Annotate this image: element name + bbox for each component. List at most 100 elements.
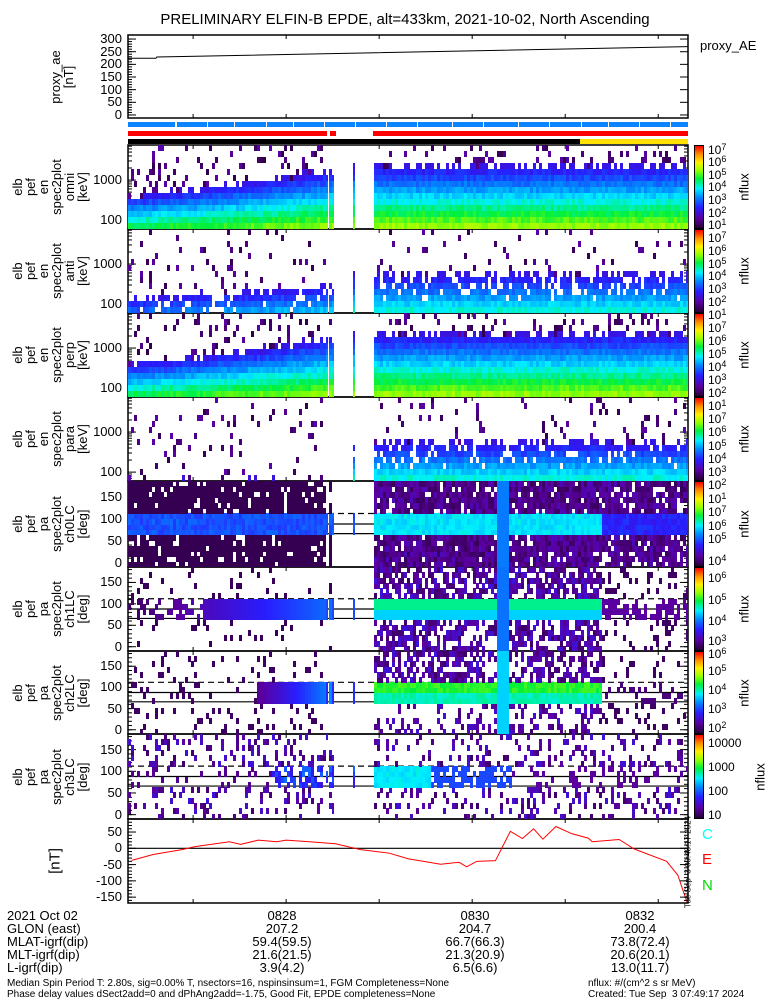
colorbar-tick-label: 101: [708, 306, 727, 321]
status-bar-blue-segment: [582, 122, 608, 127]
colorbar-tick-label: 106: [708, 517, 727, 533]
colorbar-tick-base: 10: [708, 192, 722, 207]
colorbar-tick-exponent: 5: [721, 345, 727, 356]
proxy-ae-tick-label: 200: [100, 56, 122, 72]
colorbar-tick-base: 10: [708, 282, 722, 297]
pa-tick-label: 0: [114, 638, 122, 654]
energy-tick-label: 1000: [93, 256, 122, 272]
footer-cell: 0830: [460, 908, 490, 923]
colorbar-tick-label: 103: [708, 192, 726, 207]
colorbar-tick-base: 10: [708, 333, 722, 348]
pa-tick-label: 150: [100, 658, 122, 674]
colorbar-tick-base: 10: [708, 385, 722, 400]
colorbar-anti: [694, 229, 704, 313]
colorbar-tick-base: 10000: [708, 736, 742, 751]
colorbar-tick-exponent: 1: [721, 217, 727, 228]
colorbar-tick-base: 1000: [708, 760, 735, 775]
colorbar-tick-exponent: 3: [721, 464, 727, 475]
proxy-ae-tick-label: 50: [107, 94, 122, 110]
colorbar-tick-base: 10: [708, 425, 722, 440]
colorbar-label: nflux: [736, 678, 752, 707]
colorbar-tick-base: 100: [708, 783, 729, 798]
proxy-ae-axes: [127, 34, 689, 119]
colorbar-tick-label: 103: [708, 464, 727, 479]
footer-cell: 2021 Oct 02: [7, 908, 78, 923]
status-bar-blue-segment: [609, 122, 639, 127]
colorbar-tick-exponent: 1: [721, 306, 727, 317]
colorbar-tick-base: 10: [708, 505, 722, 520]
colorbar-tick-exponent: 3: [721, 700, 727, 711]
colorbar-tick-label: 100: [708, 785, 728, 797]
footer-cell: 66.7(66.3): [445, 934, 505, 949]
pa-tick-label: 0: [114, 806, 122, 822]
colorbar-tick-exponent: 5: [721, 166, 727, 177]
footer-cell: 59.4(59.5): [252, 934, 312, 949]
panel-label-omni: elb pef en spec2plot omni [keV]: [10, 159, 90, 215]
footer-cell: L-igrf(dip): [7, 960, 63, 975]
colorbar-ch2: [694, 651, 704, 734]
pa-tick-label: 150: [100, 574, 122, 590]
colorbar-tick-exponent: 7: [721, 142, 727, 152]
colorbar-tick-label: 106: [708, 154, 726, 168]
footer-cell: 207.2: [265, 921, 299, 936]
panel-label-ch2: elb pef pa spec2plot ch2LC [deg]: [10, 664, 90, 721]
colorbar-tick-base: 10: [708, 269, 722, 284]
colorbar-tick-base: 10: [708, 399, 722, 413]
colorbar-tick-base: 10: [708, 720, 722, 735]
mag-tick-label: -50: [103, 856, 122, 872]
colorbar-tick-label: 105: [708, 591, 727, 606]
colorbar-tick-base: 10: [708, 320, 722, 335]
panel-label-ch3: elb pef pa spec2plot ch3LC [deg]: [10, 748, 90, 805]
footer-cell: MLAT-igrf(dip): [7, 934, 89, 949]
colorbar-tick-label: 107: [708, 505, 726, 520]
colorbar-tick-base: 10: [708, 614, 722, 629]
panel-label-para: elb pef en spec2plot para [keV]: [10, 411, 90, 467]
colorbar-tick-exponent: 6: [721, 517, 727, 528]
status-bar-blue-segment: [550, 122, 581, 127]
colorbar-tick-base: 10: [708, 243, 722, 258]
energy-tick-label: 100: [100, 212, 122, 228]
footer-cell: 200.4: [623, 921, 657, 936]
colorbar-label: nflux: [736, 595, 752, 623]
spectrogram-omni: [128, 145, 688, 229]
pa-tick-label: 0: [114, 721, 122, 737]
status-bar-blue-segment: [671, 122, 688, 127]
colorbar-tick-exponent: 5: [721, 662, 727, 673]
colorbar-tick-label: 105: [708, 256, 726, 270]
colorbar-tick-base: 10: [708, 518, 722, 533]
colorbar-tick-base: 10: [708, 532, 722, 547]
colorbar-tick-exponent: 5: [721, 437, 727, 448]
mag-tick-label: 50: [107, 824, 122, 840]
colorbar-para: [694, 397, 704, 481]
status-bar-yellow: [580, 139, 688, 144]
colorbar-tick-exponent: 4: [721, 358, 727, 369]
colorbar-tick-base: 10: [708, 143, 722, 157]
colorbar-perp: [694, 313, 704, 397]
colorbar-label: nflux: [736, 425, 752, 453]
colorbar-tick-label: 103: [708, 282, 726, 297]
status-bar-blue-segment: [484, 122, 518, 127]
colorbar-tick-base: 10: [708, 167, 722, 182]
footer-cell: MLT-igrf(dip): [7, 947, 80, 962]
colorbar-tick-base: 10: [708, 372, 722, 387]
proxy-ae-tick-label: 300: [100, 31, 122, 47]
status-bar-blue-segment: [208, 122, 234, 127]
colorbar-ch0: [694, 481, 704, 567]
energy-tick-label: 1000: [93, 424, 122, 440]
footer-cell: 3.9(4.2): [259, 960, 305, 975]
energy-tick-label: 100: [100, 380, 122, 396]
colorbar-tick-label: 105: [708, 437, 727, 452]
legend-e: E: [702, 851, 713, 868]
colorbar-tick-base: 10: [708, 701, 722, 716]
status-bar-blue-segment: [235, 122, 266, 127]
colorbar-tick-label: 106: [708, 570, 726, 584]
colorbar-tick-exponent: 4: [721, 552, 727, 563]
spectrogram-perp: [128, 313, 688, 397]
footer-cell: 0828: [267, 908, 297, 923]
mag-tick-label: -100: [95, 872, 122, 888]
colorbar-tick-exponent: 6: [721, 242, 727, 253]
spectrogram-ch2: [128, 651, 688, 734]
colorbar-tick-base: 10: [708, 205, 722, 220]
colorbar-tick-exponent: 5: [721, 591, 727, 602]
plot-title: PRELIMINARY ELFIN-B EPDE, alt=433km, 202…: [160, 11, 650, 28]
